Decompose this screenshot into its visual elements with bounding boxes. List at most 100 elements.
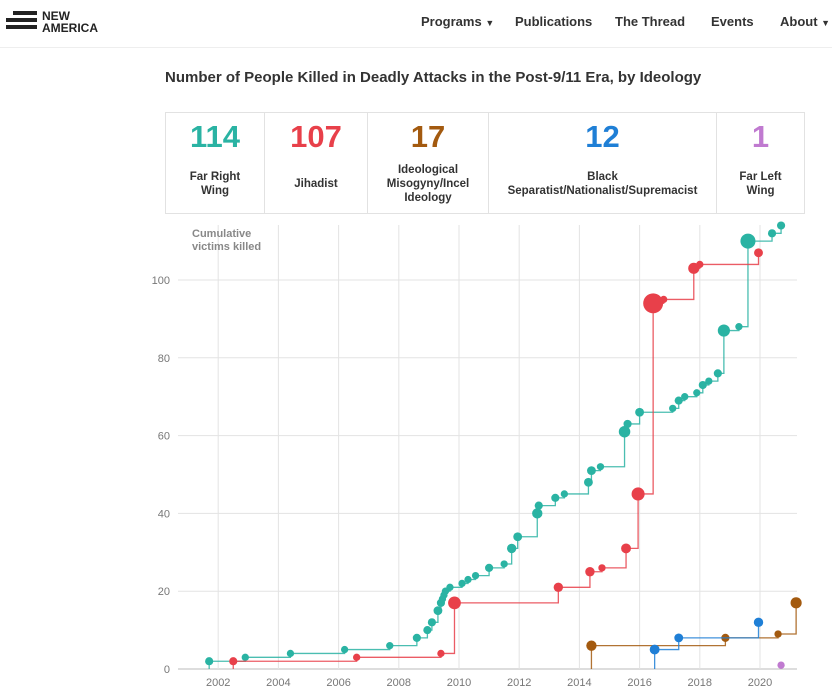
data-point (754, 248, 763, 258)
stat-label: Ideological Misogyny/Incel Ideology (386, 164, 470, 204)
y-tick-label: 60 (158, 431, 170, 443)
data-point (464, 575, 472, 584)
stats-row: 114 Far Right Wing 107 Jihadist 17 Ideologi… (165, 112, 805, 214)
data-point (458, 579, 466, 588)
x-tick-label: 2006 (326, 677, 350, 689)
data-point (713, 369, 722, 378)
stat-value: 107 (290, 119, 342, 154)
data-point (598, 564, 606, 572)
data-point (660, 295, 668, 304)
chevron-down-icon: ▼ (485, 18, 495, 28)
data-point (585, 567, 595, 577)
data-point (205, 657, 214, 666)
site-header: NEW AMERICA Programs ▼ Publications The … (0, 0, 832, 48)
x-tick-label: 2014 (567, 677, 591, 689)
data-point (485, 563, 494, 572)
series-line (590, 602, 797, 669)
data-point (534, 501, 543, 510)
stat-value: 114 (189, 119, 240, 154)
stat-far-right: 114 Far Right Wing (166, 113, 265, 213)
data-point (448, 596, 461, 610)
data-point (669, 404, 677, 413)
data-point (427, 618, 436, 627)
data-point (693, 389, 701, 397)
data-point (437, 649, 445, 658)
stat-value: 17 (410, 119, 446, 154)
stat-label: Black Separatist/Nationalist/Supremacist (507, 171, 698, 197)
x-tick-label: 2016 (627, 677, 651, 689)
x-tick-label: 2002 (206, 677, 230, 689)
stat-value: 12 (585, 119, 620, 154)
nav-programs[interactable]: Programs ▼ (421, 14, 494, 29)
y-tick-label: 80 (158, 353, 170, 365)
logo-text: NEW AMERICA (42, 9, 98, 35)
stat-misogyny: 17 Ideological Misogyny/Incel Ideology (368, 113, 489, 213)
data-point (560, 490, 568, 498)
data-point (471, 571, 480, 580)
data-point (340, 645, 349, 654)
data-point (532, 508, 543, 519)
nav-events[interactable]: Events (711, 14, 754, 29)
y-axis-label: Cumulative victims killed (192, 228, 261, 253)
data-point (506, 543, 517, 554)
stat-label: Far Left Wing (739, 171, 782, 197)
data-point (587, 466, 596, 476)
data-point (767, 229, 777, 238)
chevron-down-icon: ▼ (821, 18, 831, 28)
x-tick-label: 2004 (266, 677, 290, 689)
data-point (412, 633, 421, 642)
data-point (446, 583, 454, 591)
stat-label: Far Right Wing (189, 171, 241, 197)
stat-black-separatist: 12 Black Separatist/Nationalist/Supremaci… (489, 113, 717, 213)
series-line (232, 252, 760, 669)
data-point (513, 532, 523, 542)
data-point (353, 653, 361, 661)
x-tick-label: 2008 (387, 677, 411, 689)
data-point (286, 649, 295, 658)
data-point (674, 396, 683, 405)
stat-jihadist: 107 Jihadist (265, 113, 368, 213)
data-point (740, 233, 756, 249)
data-point (776, 221, 786, 230)
nav-publications[interactable]: Publications (515, 14, 593, 29)
data-point (386, 642, 394, 650)
data-point (681, 393, 689, 401)
data-point (635, 407, 645, 417)
data-point (596, 463, 605, 471)
data-point (753, 617, 764, 628)
chart-title: Number of People Killed in Deadly Attack… (165, 69, 702, 86)
logo-bars-icon (6, 11, 37, 33)
stat-far-left: 1 Far Left Wing (717, 113, 804, 213)
data-point (717, 324, 730, 337)
data-point (774, 630, 782, 638)
data-point (553, 582, 564, 593)
y-tick-label: 40 (158, 508, 170, 520)
stat-value: 1 (751, 119, 770, 154)
data-point (584, 477, 593, 487)
data-point (631, 487, 645, 501)
new-america-logo[interactable]: NEW AMERICA (6, 10, 102, 34)
nav-the-thread[interactable]: The Thread (615, 14, 686, 29)
data-point (229, 657, 238, 666)
data-point (649, 644, 660, 655)
data-point (698, 380, 707, 390)
data-point (586, 640, 597, 651)
data-point (241, 653, 249, 661)
nav-about[interactable]: About ▼ (780, 14, 830, 29)
data-point (618, 425, 631, 438)
y-tick-label: 0 (164, 664, 170, 676)
data-point (696, 260, 704, 269)
data-point (433, 606, 443, 616)
data-point (674, 633, 684, 643)
data-point (777, 661, 785, 669)
data-point (621, 543, 632, 554)
data-point (643, 293, 664, 314)
nav-about-label: About (780, 14, 818, 29)
data-point (735, 323, 743, 331)
data-point (705, 377, 713, 385)
y-tick-label: 100 (152, 275, 170, 287)
data-point (623, 419, 632, 429)
y-tick-label: 20 (158, 586, 170, 598)
nav-programs-label: Programs (421, 14, 482, 29)
